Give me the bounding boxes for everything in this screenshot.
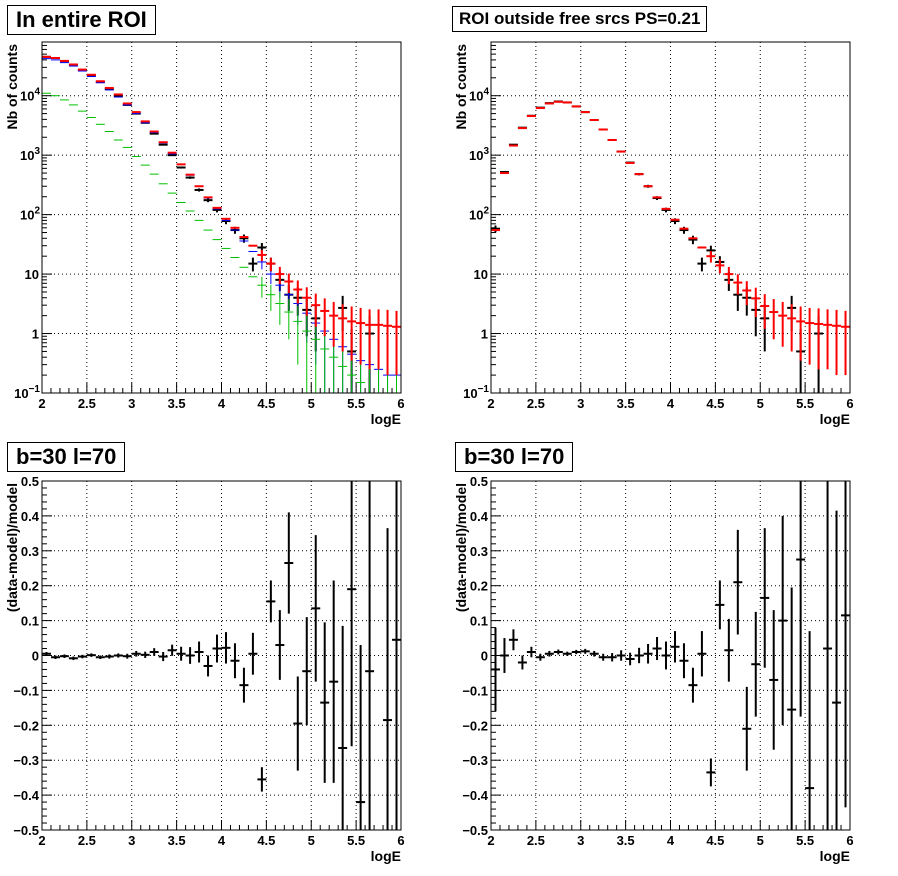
y-axis-label: (data-model)/model [453, 483, 469, 612]
x-tick-label: 4 [218, 396, 226, 411]
y-tick-label: 1 [32, 327, 39, 342]
x-tick-label: 3.5 [617, 833, 635, 848]
y-tick-label: 0.3 [470, 544, 488, 559]
y-tick-label: −0.2 [462, 718, 488, 733]
y-tick-label: 102 [20, 206, 40, 223]
x-tick-label: 2.5 [527, 833, 545, 848]
x-tick-label: 5 [757, 833, 764, 848]
x-tick-label: 3 [128, 833, 135, 848]
x-tick-label: 3.5 [617, 396, 635, 411]
x-tick-label: 2 [487, 396, 494, 411]
chart-panel-1: 2 2.5 3 3.5 4 4.5 5 5.5 6 10−1 1 10 102 103 104 logE Nb … [453, 41, 854, 427]
plot-area [42, 481, 401, 830]
y-tick-label: −0.1 [462, 683, 488, 698]
y-tick-label: 0.4 [470, 509, 489, 524]
x-tick-label: 6 [397, 396, 404, 411]
plot-frame [41, 480, 402, 831]
x-tick-label: 3.5 [168, 833, 186, 848]
x-tick-label: 4 [218, 833, 226, 848]
x-tick-label: 5 [308, 396, 315, 411]
y-tick-label: −0.4 [462, 788, 488, 803]
plot-frame [41, 41, 402, 394]
data-layer [491, 481, 850, 830]
y-tick-label: 104 [20, 87, 40, 104]
x-axis-label: logE [820, 848, 850, 864]
x-tick-label: 4.5 [257, 396, 275, 411]
x-tick-label: 5.5 [796, 396, 814, 411]
y-tick-label: 103 [20, 146, 40, 163]
y-axis-label: Nb of counts [453, 44, 469, 130]
panel-title-roi-outside: ROI outside free srcs PS=0.21 [452, 6, 708, 32]
chart-panel-0: 2 2.5 3 3.5 4 4.5 5 5.5 6 10−1 1 10 102 103 104 logE Nb … [4, 41, 405, 427]
chart-panel-3: 2 2.5 3 3.5 4 4.5 5 5.5 6 −0.5 −0.4 −0.3 −0.2 −0.1 0 0.… [453, 474, 854, 864]
x-axis-label: logE [371, 411, 401, 427]
x-tick-label: 4.5 [257, 833, 275, 848]
y-tick-label: −0.5 [13, 823, 39, 838]
y-tick-label: 0.2 [21, 579, 39, 594]
panel-title-residuals-left: b=30 l=70 [7, 442, 126, 472]
y-tick-label: 10−1 [14, 384, 40, 401]
x-tick-label: 6 [846, 396, 853, 411]
chart-panel-2: 2 2.5 3 3.5 4 4.5 5 5.5 6 −0.5 −0.4 −0.3 −0.2 −0.1 0 0.… [4, 474, 405, 864]
x-tick-label: 2 [38, 396, 45, 411]
x-tick-label: 2.5 [78, 396, 96, 411]
y-axis-label: Nb of counts [4, 44, 20, 130]
data-layer [491, 100, 850, 393]
x-tick-label: 5.5 [347, 396, 365, 411]
y-tick-label: −0.5 [462, 823, 488, 838]
y-tick-label: −0.4 [13, 788, 39, 803]
y-axis-label: (data-model)/model [4, 483, 20, 612]
x-tick-label: 5.5 [796, 833, 814, 848]
y-tick-label: 10 [474, 267, 488, 282]
x-tick-label: 6 [846, 833, 853, 848]
y-tick-label: −0.3 [462, 753, 488, 768]
y-tick-label: 1 [481, 327, 488, 342]
x-tick-label: 5 [308, 833, 315, 848]
plot-frame [490, 480, 851, 831]
y-tick-label: −0.1 [13, 683, 39, 698]
y-tick-label: 0.4 [21, 509, 40, 524]
x-tick-label: 4.5 [706, 396, 724, 411]
y-tick-label: 0.1 [470, 614, 488, 629]
x-tick-label: 3.5 [168, 396, 186, 411]
x-tick-label: 5.5 [347, 833, 365, 848]
x-tick-label: 6 [397, 833, 404, 848]
y-tick-label: 104 [469, 87, 489, 104]
panel-title-residuals-right: b=30 l=70 [455, 442, 574, 472]
y-tick-label: 0.1 [21, 614, 39, 629]
y-tick-label: −0.3 [13, 753, 39, 768]
panel-title-entire-roi: In entire ROI [7, 5, 156, 35]
data-layer [42, 55, 401, 393]
x-tick-label: 4.5 [706, 833, 724, 848]
y-tick-label: 10 [25, 267, 39, 282]
plot-frame [490, 41, 851, 394]
y-tick-label: 102 [469, 206, 489, 223]
x-tick-label: 2 [38, 833, 45, 848]
y-tick-label: 10−1 [463, 384, 489, 401]
y-tick-label: 0 [32, 649, 39, 664]
y-tick-label: 0.2 [470, 579, 488, 594]
x-tick-label: 2 [487, 833, 494, 848]
x-tick-label: 2.5 [78, 833, 96, 848]
y-tick-label: 0.5 [470, 474, 488, 489]
y-tick-label: 0.5 [21, 474, 39, 489]
x-tick-label: 5 [757, 396, 764, 411]
y-tick-label: 103 [469, 146, 489, 163]
x-axis-label: logE [371, 848, 401, 864]
x-tick-label: 2.5 [527, 396, 545, 411]
x-tick-label: 4 [667, 396, 675, 411]
x-tick-label: 3 [577, 396, 584, 411]
y-tick-label: 0 [481, 649, 488, 664]
x-tick-label: 4 [667, 833, 675, 848]
y-tick-label: 0.3 [21, 544, 39, 559]
y-tick-label: −0.2 [13, 718, 39, 733]
x-tick-label: 3 [577, 833, 584, 848]
data-layer [42, 481, 401, 830]
x-axis-label: logE [820, 411, 850, 427]
x-tick-label: 3 [128, 396, 135, 411]
